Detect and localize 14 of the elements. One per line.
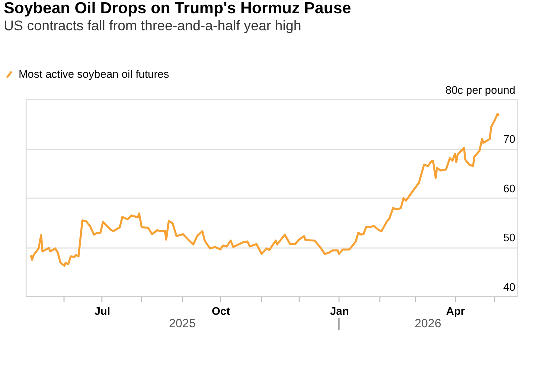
y-tick-label: 70 [503,134,516,146]
chart-subtitle: US contracts fall from three-and-a-half year high [4,18,302,34]
y-tick-label: 80c per pound [446,84,516,97]
legend-label: Most active soybean oil futures [18,68,170,81]
y-tick-label: 60 [503,183,516,196]
x-tick-label: Oct [212,306,231,318]
y-tick-label: 50 [503,232,516,245]
text: 2025 [169,316,196,330]
y-tick-label: 40 [503,282,516,294]
text: 2026 [414,316,442,330]
x-tick-label: Jul [94,306,110,318]
x-tick-label: Jan [330,306,350,318]
chart-title: Soybean Oil Drops on Trump's Hormuz Pause [4,0,352,18]
x-tick-label: Apr [446,306,466,318]
